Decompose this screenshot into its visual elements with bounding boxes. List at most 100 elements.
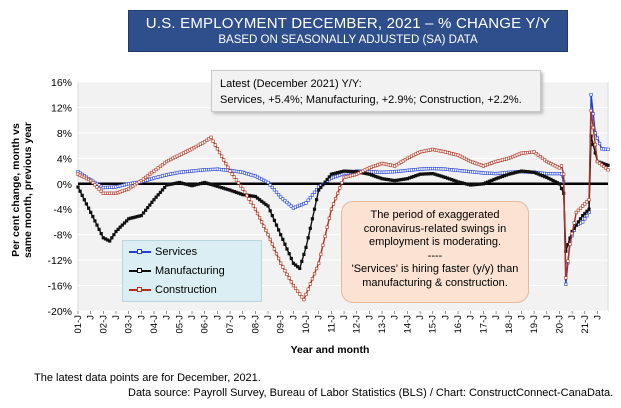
data-point <box>270 214 274 218</box>
y-axis-ticks: 16% 12% 8% 4% 0% -4% -8% -12% -16% -20% <box>47 77 72 318</box>
data-point <box>583 211 587 216</box>
data-point <box>587 198 591 202</box>
data-point <box>156 193 160 197</box>
data-point <box>289 256 293 261</box>
data-point <box>76 185 80 189</box>
data-point <box>314 266 319 271</box>
data-point <box>283 242 287 246</box>
data-point <box>306 287 310 291</box>
data-point <box>587 207 591 211</box>
data-point <box>585 214 589 218</box>
data-point <box>564 282 568 286</box>
data-point <box>312 272 317 276</box>
data-point <box>314 198 319 202</box>
x-tick-label: 06-J <box>200 315 211 334</box>
data-point <box>581 214 585 218</box>
data-point <box>323 180 327 184</box>
data-point <box>270 242 274 246</box>
data-point <box>272 188 277 192</box>
data-point <box>319 185 323 190</box>
data-point <box>562 172 566 176</box>
data-point <box>331 202 336 206</box>
x-tick-label: 05-J <box>174 315 185 334</box>
note-line-5: 'Services' is hiring faster (y/y) than <box>351 263 519 275</box>
x-tick-label: 04-J <box>149 315 160 334</box>
data-point <box>557 166 561 170</box>
x-tick-label: J <box>415 315 426 320</box>
data-point <box>293 286 298 291</box>
data-point <box>566 259 570 263</box>
data-point <box>268 237 272 242</box>
data-point <box>268 183 272 187</box>
data-point <box>234 178 239 182</box>
data-point <box>281 237 285 242</box>
data-point <box>158 190 163 195</box>
data-point <box>84 202 88 206</box>
data-point <box>319 252 323 256</box>
data-point <box>576 220 580 224</box>
x-tick-label: J <box>491 315 502 320</box>
data-point <box>150 200 154 204</box>
x-tick-label: J <box>162 315 173 320</box>
data-point <box>302 252 306 257</box>
data-point <box>306 236 310 240</box>
data-point <box>336 191 340 195</box>
data-point <box>302 297 306 302</box>
data-point <box>255 211 260 216</box>
data-point <box>97 187 101 191</box>
note-line-6: manufacturing & construction. <box>362 276 508 289</box>
data-point <box>260 199 264 203</box>
data-point <box>281 265 285 269</box>
data-point <box>340 181 344 185</box>
data-point <box>99 189 103 193</box>
x-tick-label: J <box>263 315 274 320</box>
x-tick-label: J <box>212 315 223 320</box>
data-point <box>540 156 545 160</box>
data-point <box>281 197 285 201</box>
data-point <box>327 216 331 220</box>
data-point <box>87 206 91 210</box>
data-point <box>310 193 315 197</box>
legend-item-services: Services <box>129 245 197 259</box>
x-axis-label: Year and month <box>290 344 370 356</box>
data-point <box>310 217 315 221</box>
data-point <box>245 194 249 198</box>
data-point <box>156 166 160 170</box>
x-tick-label: 03-J <box>124 315 135 334</box>
data-point <box>279 261 283 265</box>
y-tick-label: 12% <box>51 102 72 114</box>
legend-swatch-services <box>129 249 151 254</box>
x-tick-label: J <box>466 315 477 320</box>
series-lines <box>76 93 610 302</box>
data-point <box>285 200 289 205</box>
data-point <box>589 93 593 97</box>
data-point <box>325 177 329 182</box>
x-tick-label: 18-J <box>504 315 515 334</box>
data-point <box>268 209 272 213</box>
legend-label-services: Services <box>155 246 198 258</box>
data-point <box>276 256 281 261</box>
x-tick-label: J <box>542 315 553 320</box>
data-point <box>559 164 564 168</box>
data-point <box>146 174 150 178</box>
data-point <box>597 141 602 146</box>
data-point <box>557 182 561 186</box>
data-point <box>264 228 268 233</box>
data-point <box>276 228 281 232</box>
annotation-note: The period of exaggerated coronavirus-re… <box>341 201 529 303</box>
data-point <box>333 197 338 201</box>
data-point <box>144 175 148 180</box>
data-point <box>260 220 264 224</box>
data-point <box>93 219 97 223</box>
legend-swatch-manufacturing <box>129 268 151 273</box>
data-point <box>95 185 99 189</box>
data-point <box>217 150 222 155</box>
x-tick-label: 16-J <box>453 315 464 334</box>
data-point <box>559 186 564 191</box>
data-point <box>604 166 608 170</box>
y-tick-label: -12% <box>47 255 72 267</box>
data-point <box>300 259 304 264</box>
data-point <box>581 220 585 224</box>
data-point <box>289 204 293 208</box>
data-point <box>312 190 317 194</box>
